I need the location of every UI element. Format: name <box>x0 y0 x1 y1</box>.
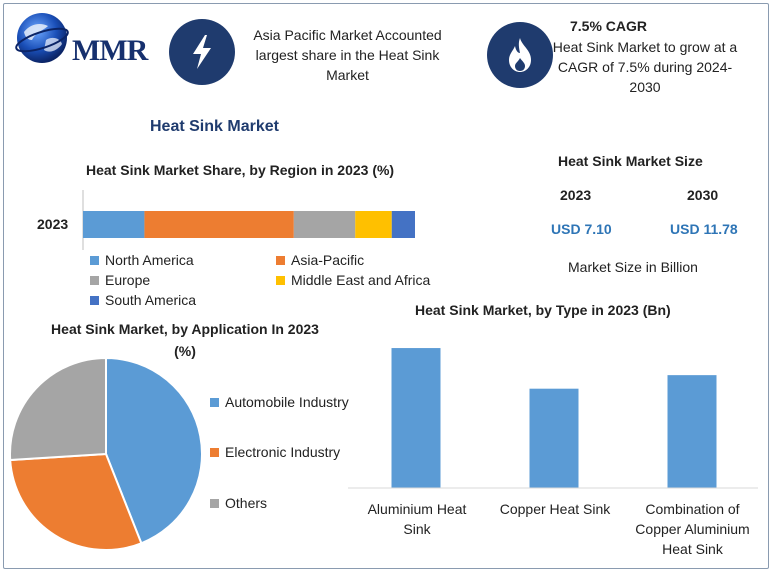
legend-label: Electronic Industry <box>225 444 341 460</box>
legend-label: Europe <box>105 272 151 288</box>
legend-electronic-industry: Electronic Industry <box>210 442 340 462</box>
flame-icon <box>509 38 531 72</box>
legend-swatch <box>276 275 285 285</box>
legend-others: Others <box>210 493 267 513</box>
application-chart-title: Heat Sink Market, by Application In 2023… <box>51 321 319 359</box>
application-pie-chart <box>9 356 203 551</box>
lightning-badge <box>169 19 235 85</box>
type-category-label: Combination of Copper Aluminium Heat Sin… <box>635 501 750 557</box>
legend-label: Automobile Industry <box>225 394 349 410</box>
legend-label: South America <box>105 292 197 308</box>
type-bar-chart <box>348 348 758 489</box>
type-bar <box>667 375 717 488</box>
cagr-title: 7.5% CAGR <box>570 18 648 34</box>
legend-north-america: North America <box>90 250 194 270</box>
market-size-year-2023: 2023 <box>560 187 592 203</box>
infographic-frame <box>3 3 769 569</box>
application-legend: Automobile Industry Electronic Industry … <box>210 392 380 522</box>
region-bar-segment <box>144 211 294 238</box>
type-chart-title: Heat Sink Market, by Type in 2023 (Bn) <box>415 302 671 318</box>
market-size-title: Heat Sink Market Size <box>558 153 703 169</box>
mmr-logo: MMR <box>14 10 164 68</box>
legend-swatch <box>276 255 285 265</box>
legend-swatch <box>90 255 99 265</box>
pie-slice <box>105 356 203 545</box>
region-bar-segment <box>355 211 392 238</box>
legend-swatch <box>210 397 219 407</box>
type-category-label: Aluminium Heat Sink <box>367 501 467 537</box>
type-bar <box>529 388 579 488</box>
legend-south-america: South America <box>90 290 196 310</box>
legend-automobile-industry: Automobile Industry <box>210 392 349 412</box>
market-size-value-2030: USD 11.78 <box>670 221 738 237</box>
market-size-unit-note: Market Size in Billion <box>568 259 698 275</box>
main-title: Heat Sink Market <box>150 118 279 135</box>
region-bar-segment <box>293 211 356 238</box>
pie-slice <box>9 356 107 462</box>
legend-swatch <box>90 275 99 285</box>
lightning-icon <box>193 35 211 69</box>
market-size-value-2023: USD 7.10 <box>551 221 612 237</box>
pie-slice <box>9 452 143 551</box>
cagr-highlight-text: Heat Sink Market to grow at a CAGR of 7.… <box>552 39 738 95</box>
legend-label: Middle East and Africa <box>291 272 431 288</box>
legend-label: North America <box>105 252 194 268</box>
globe-icon <box>15 13 69 63</box>
type-bar <box>391 348 441 488</box>
legend-label: Asia-Pacific <box>291 252 365 268</box>
region-chart-title: Heat Sink Market Share, by Region in 202… <box>86 162 395 178</box>
region-bar-segment <box>391 211 415 238</box>
legend-swatch <box>90 295 99 305</box>
region-stacked-bar-chart <box>82 190 415 250</box>
legend-swatch <box>210 498 219 508</box>
market-size-year-2030: 2030 <box>687 187 719 203</box>
legend-label: Others <box>225 495 268 511</box>
legend-middle-east-africa: Middle East and Africa <box>276 270 430 290</box>
market-size-unit-note-text: Market Size in Billion <box>568 259 698 275</box>
logo-text: MMR <box>72 34 148 67</box>
legend-europe: Europe <box>90 270 150 290</box>
region-bar-segment <box>83 211 145 238</box>
type-category-label: Copper Heat Sink <box>499 501 611 517</box>
asia-pacific-highlight-text: Asia Pacific Market Accounted largest sh… <box>253 27 442 83</box>
legend-swatch <box>210 447 219 457</box>
legend-asia-pacific: Asia-Pacific <box>276 250 364 270</box>
region-legend: North America Asia-Pacific Europe Middle… <box>90 250 450 312</box>
region-year-label: 2023 <box>37 216 69 232</box>
flame-badge <box>487 22 553 88</box>
